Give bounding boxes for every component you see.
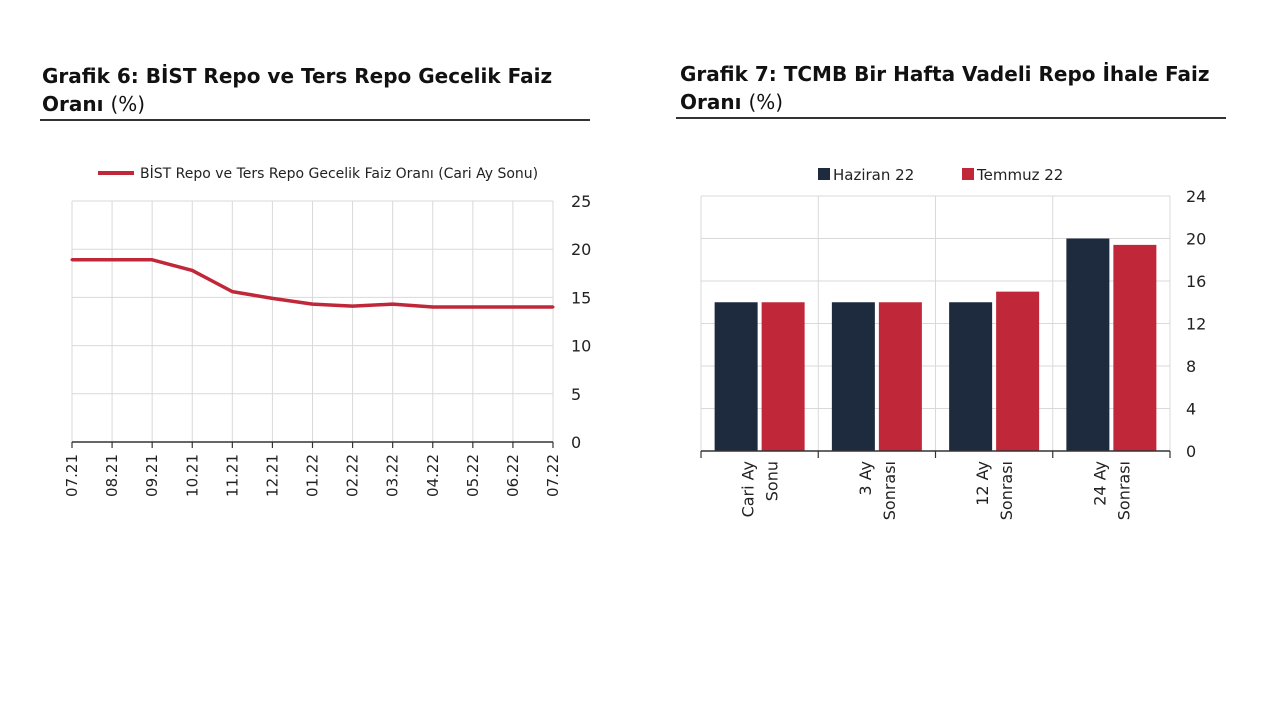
bar-1-0 xyxy=(761,302,805,451)
data-point xyxy=(351,304,355,308)
bar-0-0 xyxy=(714,302,758,451)
x-tick-label: 01.22 xyxy=(304,454,322,497)
y-tick-label: 12 xyxy=(1186,315,1206,334)
x-category-label: Sonrası xyxy=(997,461,1016,520)
bar-1-3 xyxy=(1113,244,1157,451)
data-point xyxy=(311,302,314,306)
x-category-label: Sonrası xyxy=(1114,461,1133,520)
y-tick-label: 5 xyxy=(571,385,581,404)
chart-7-svg: Haziran 22 Temmuz 22 Cari Ay Sonu 3 Ay Sonras… xyxy=(700,166,1206,520)
chart-7-title-unit: (%) xyxy=(748,90,784,114)
x-tick-label: 07.21 xyxy=(63,454,81,497)
x-tick-label: 08.21 xyxy=(103,454,121,497)
chart-7-panel: Grafik 7: TCMB Bir Hafta Vadeli Repo İha… xyxy=(680,60,1240,116)
x-tick-label: 04.22 xyxy=(424,454,442,497)
bar-1-1 xyxy=(878,302,922,451)
legend-swatch-1 xyxy=(962,168,974,180)
x-tick-label: 06.22 xyxy=(504,454,522,497)
y-tick-label: 25 xyxy=(571,192,591,211)
x-category-label: 24 Ay xyxy=(1090,461,1109,506)
chart-6-title-text: Grafik 6: BİST Repo ve Ters Repo Gecelik… xyxy=(42,64,553,116)
data-point xyxy=(551,305,555,309)
x-tick-label: 09.21 xyxy=(143,454,161,497)
y-tick-label: 16 xyxy=(1186,272,1206,291)
x-category-label: Sonrası xyxy=(880,461,899,520)
x-tick-label: 10.21 xyxy=(183,454,201,497)
y-tick-label: 24 xyxy=(1186,187,1206,206)
y-tick-label: 0 xyxy=(571,433,581,452)
x-tick-label: 03.22 xyxy=(384,454,402,497)
chart-7-title: Grafik 7: TCMB Bir Hafta Vadeli Repo İha… xyxy=(680,60,1240,116)
chart-6-title: Grafik 6: BİST Repo ve Ters Repo Gecelik… xyxy=(42,62,592,118)
data-point xyxy=(391,302,395,306)
x-category-label: Cari Ay xyxy=(739,461,758,517)
legend-label-0: Haziran 22 xyxy=(833,166,914,184)
chart-6-panel: Grafik 6: BİST Repo ve Ters Repo Gecelik… xyxy=(42,62,592,118)
x-tick-label: 12.21 xyxy=(263,454,281,497)
x-category-label: 3 Ay xyxy=(856,461,875,496)
data-point xyxy=(230,290,234,294)
bar-0-3 xyxy=(1066,238,1110,451)
data-point xyxy=(150,258,154,262)
y-tick-label: 20 xyxy=(1186,230,1206,249)
data-point xyxy=(110,258,114,262)
data-point xyxy=(431,305,435,309)
bar-0-2 xyxy=(949,302,993,451)
x-tick-label: 07.22 xyxy=(544,454,562,497)
data-point xyxy=(270,296,274,300)
chart-7-title-rule xyxy=(676,117,1226,119)
data-point xyxy=(70,258,74,262)
y-tick-label: 0 xyxy=(1186,442,1196,461)
bar-0-1 xyxy=(831,302,875,451)
chart-6-svg: BİST Repo ve Ters Repo Gecelik Faiz Oran… xyxy=(63,164,591,497)
y-tick-label: 15 xyxy=(571,288,591,307)
x-tick-label: 11.21 xyxy=(223,454,241,497)
data-point xyxy=(471,305,475,309)
data-point xyxy=(190,268,194,272)
bar-1-2 xyxy=(996,291,1040,451)
y-tick-label: 10 xyxy=(571,337,591,356)
chart-6-title-unit: (%) xyxy=(110,92,146,116)
legend-label-1: Temmuz 22 xyxy=(976,166,1063,184)
y-tick-label: 8 xyxy=(1186,357,1196,376)
legend-swatch-0 xyxy=(818,168,830,180)
chart-6-title-rule xyxy=(40,119,590,121)
legend-label-bist-repo: BİST Repo ve Ters Repo Gecelik Faiz Oran… xyxy=(140,164,538,182)
x-tick-label: 02.22 xyxy=(344,454,362,497)
chart-7-title-text: Grafik 7: TCMB Bir Hafta Vadeli Repo İha… xyxy=(680,62,1210,114)
x-category-label: 12 Ay xyxy=(973,461,992,506)
y-tick-label: 20 xyxy=(571,240,591,259)
data-point xyxy=(511,305,515,309)
y-tick-label: 4 xyxy=(1186,400,1196,419)
x-category-label: Sonu xyxy=(763,461,782,501)
x-tick-label: 05.22 xyxy=(464,454,482,497)
